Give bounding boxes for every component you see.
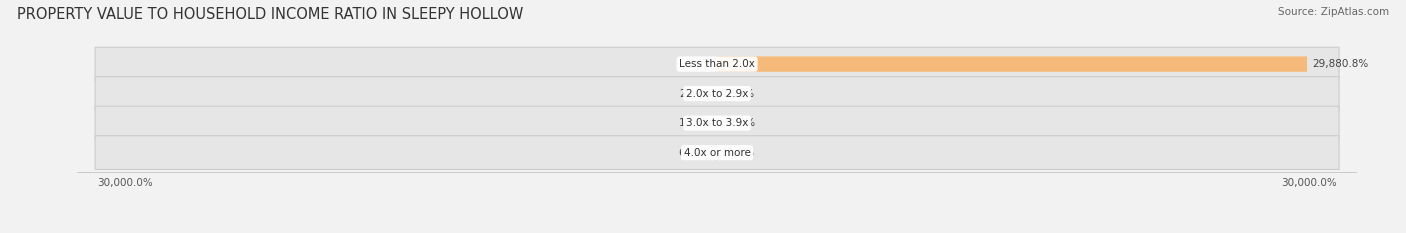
Text: 20.7%: 20.7%	[679, 89, 711, 99]
Text: PROPERTY VALUE TO HOUSEHOLD INCOME RATIO IN SLEEPY HOLLOW: PROPERTY VALUE TO HOUSEHOLD INCOME RATIO…	[17, 7, 523, 22]
Text: 10.2%: 10.2%	[723, 148, 755, 158]
Text: Less than 2.0x: Less than 2.0x	[679, 59, 755, 69]
FancyBboxPatch shape	[96, 77, 1339, 110]
Text: 60.4%: 60.4%	[678, 148, 711, 158]
Text: 29,880.8%: 29,880.8%	[1312, 59, 1368, 69]
Text: 4.0x or more: 4.0x or more	[683, 148, 751, 158]
FancyBboxPatch shape	[96, 136, 1339, 169]
Text: 12.8%: 12.8%	[723, 89, 755, 99]
FancyBboxPatch shape	[717, 56, 1308, 72]
Text: 2.0x to 2.9x: 2.0x to 2.9x	[686, 89, 748, 99]
FancyBboxPatch shape	[96, 47, 1339, 81]
Text: 7.0%: 7.0%	[686, 59, 713, 69]
Text: Source: ZipAtlas.com: Source: ZipAtlas.com	[1278, 7, 1389, 17]
FancyBboxPatch shape	[96, 106, 1339, 140]
Text: 3.0x to 3.9x: 3.0x to 3.9x	[686, 118, 748, 128]
Text: 39.3%: 39.3%	[723, 118, 755, 128]
Text: 10.6%: 10.6%	[679, 118, 711, 128]
